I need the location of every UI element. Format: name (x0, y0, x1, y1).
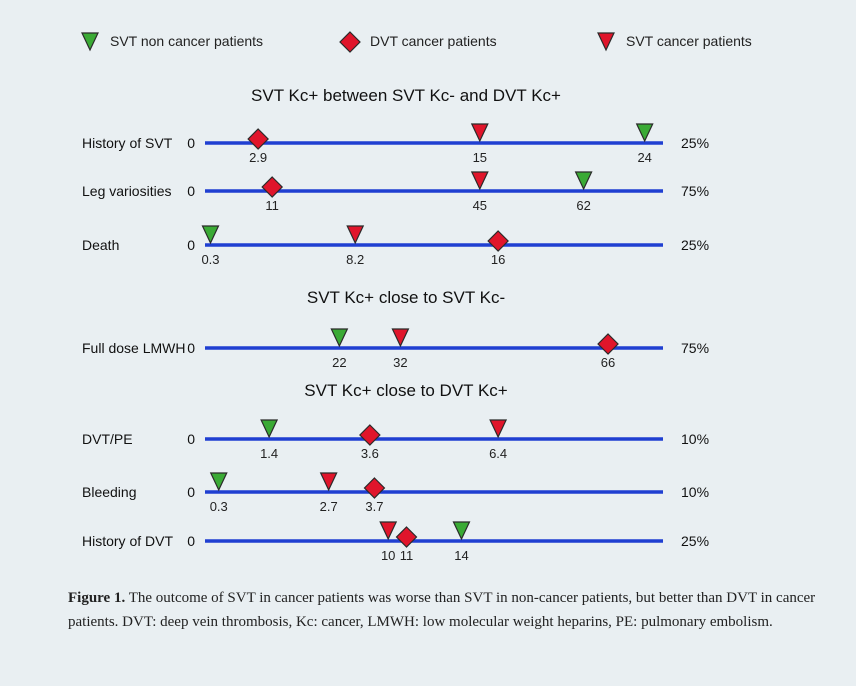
axis-end-label: 25% (681, 135, 709, 151)
row-label: DVT/PE (82, 431, 133, 447)
group-title: SVT Kc+ close to DVT Kc+ (304, 381, 508, 400)
data-point-triangle (470, 123, 489, 143)
axis-end-label: 25% (681, 237, 709, 253)
data-point-triangle (391, 328, 410, 348)
group-title: SVT Kc+ between SVT Kc- and DVT Kc+ (251, 86, 561, 105)
data-point-diamond (247, 128, 269, 150)
data-point-triangle (574, 171, 593, 191)
row-label: Bleeding (82, 484, 137, 500)
data-point-diamond (261, 176, 284, 198)
data-point-triangle (209, 472, 228, 492)
data-point-diamond (359, 424, 381, 446)
data-label: 1.4 (260, 446, 278, 461)
data-point-triangle (319, 472, 338, 492)
axis-end-label: 25% (681, 533, 709, 549)
data-point-diamond (487, 230, 509, 252)
axis-start-label: 0 (187, 340, 195, 356)
data-label: 3.7 (365, 499, 383, 514)
data-point-diamond (363, 477, 386, 499)
data-label: 16 (491, 252, 505, 267)
data-point-triangle (201, 225, 220, 245)
outcome-chart: SVT non cancer patients DVT cancer patien… (81, 31, 752, 563)
data-label: 15 (473, 150, 487, 165)
row-label: Leg variosities (82, 183, 172, 199)
data-label: 6.4 (489, 446, 507, 461)
data-label: 0.3 (210, 499, 228, 514)
group-title: SVT Kc+ close to SVT Kc- (307, 288, 505, 307)
axis-start-label: 0 (187, 237, 195, 253)
data-label: 8.2 (346, 252, 364, 267)
data-label: 45 (473, 198, 487, 213)
axis-end-label: 10% (681, 484, 709, 500)
axis-start-label: 0 (187, 484, 195, 500)
data-label: 24 (637, 150, 651, 165)
axis-start-label: 0 (187, 135, 195, 151)
data-label: 32 (393, 355, 407, 370)
legend-label: DVT cancer patients (370, 33, 497, 49)
data-point-triangle (260, 419, 279, 439)
axis-start-label: 0 (187, 183, 195, 199)
data-point-triangle (635, 123, 654, 143)
caption-text: The outcome of SVT in cancer patients wa… (68, 590, 816, 630)
axis-start-label: 0 (187, 431, 195, 447)
data-label: 2.9 (249, 150, 267, 165)
data-label: 11 (400, 548, 414, 563)
data-point-triangle (470, 171, 489, 191)
data-label: 62 (576, 198, 590, 213)
legend-label: SVT non cancer patients (110, 33, 263, 49)
legend-marker (597, 32, 615, 52)
row-label: History of DVT (82, 533, 173, 549)
data-point-triangle (452, 521, 471, 541)
data-label: 3.6 (361, 446, 379, 461)
row-label: Full dose LMWH (82, 340, 185, 356)
data-label: 66 (601, 355, 615, 370)
legend-label: SVT cancer patients (626, 33, 752, 49)
data-point-diamond (395, 526, 418, 548)
data-label: 2.7 (320, 499, 338, 514)
data-point-triangle (346, 225, 365, 245)
data-point-triangle (330, 328, 349, 348)
data-label: 10 (381, 548, 395, 563)
axis-end-label: 75% (681, 183, 709, 199)
data-label: 14 (454, 548, 468, 563)
figure-caption: Figure 1. The outcome of SVT in cancer p… (68, 586, 818, 634)
data-label: 0.3 (201, 252, 219, 267)
data-point-triangle (379, 521, 398, 541)
data-label: 11 (265, 198, 279, 213)
axis-end-label: 10% (681, 431, 709, 447)
axis-start-label: 0 (187, 533, 195, 549)
data-point-diamond (597, 333, 619, 355)
caption-lead: Figure 1. (68, 590, 126, 606)
row-label: History of SVT (82, 135, 173, 151)
axis-end-label: 75% (681, 340, 709, 356)
data-label: 22 (332, 355, 346, 370)
legend-marker (339, 31, 361, 53)
legend-marker (81, 32, 99, 52)
data-point-triangle (489, 419, 508, 439)
row-label: Death (82, 237, 119, 253)
